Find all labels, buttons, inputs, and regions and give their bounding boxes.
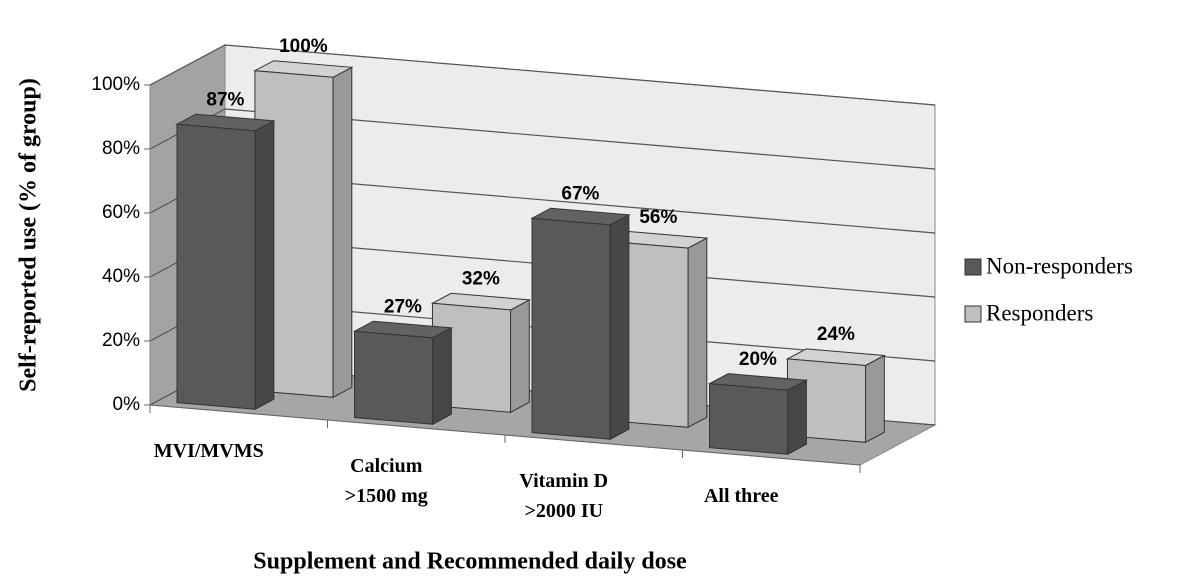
legend-swatch — [964, 305, 982, 323]
labels: 0% 20% 40% 60% 80% 100% MVI/MVMS Calcium >1500 m… — [91, 36, 1133, 522]
bar-side — [332, 66, 353, 399]
grid-line — [149, 108, 936, 170]
value-label: 56% — [639, 207, 677, 228]
bar-side — [609, 214, 630, 441]
bar — [707, 373, 809, 456]
bar-side — [787, 379, 807, 456]
bars — [175, 60, 887, 456]
y-tick-label: 80% — [102, 138, 140, 159]
legend-swatch — [964, 258, 982, 276]
value-label: 24% — [817, 324, 855, 345]
value-label: 27% — [384, 297, 422, 318]
bar-front — [531, 217, 611, 440]
value-label: 32% — [462, 269, 500, 290]
y-tick-label: 40% — [102, 266, 140, 287]
y-tick-label: 20% — [102, 330, 140, 351]
x-tick-label: >1500 mg — [345, 485, 428, 507]
bar — [352, 320, 454, 426]
bar-side — [510, 299, 530, 414]
x-tick-label: >2000 IU — [524, 500, 603, 522]
bar — [785, 348, 887, 444]
x-tick-label: Calcium — [350, 455, 423, 477]
value-label: 67% — [561, 184, 599, 205]
bar-side — [687, 237, 708, 429]
x-tick-label: MVI/MVMS — [154, 440, 264, 462]
legend-label: Non-responders — [986, 253, 1133, 278]
value-label: 100% — [279, 36, 328, 57]
y-axis-label: Self-reported use (% of group) — [16, 78, 42, 392]
bar-side — [865, 354, 885, 444]
y-tick-label: 60% — [102, 202, 140, 223]
bar-front — [176, 123, 256, 410]
y-tick-label: 100% — [91, 74, 140, 95]
x-tick-label: Vitamin D — [519, 470, 608, 492]
bar-front — [709, 383, 789, 455]
bar-side — [254, 120, 275, 411]
x-tick-label: All three — [704, 485, 779, 507]
bar — [608, 230, 709, 429]
bar — [430, 292, 532, 414]
grid-line — [149, 44, 936, 106]
bar-side — [432, 327, 452, 426]
value-label: 87% — [206, 90, 244, 111]
bar — [253, 60, 354, 399]
y-tick-label: 0% — [113, 394, 141, 415]
bar — [175, 113, 276, 411]
legend-label: Responders — [986, 300, 1093, 325]
bar-front — [354, 330, 434, 425]
x-axis-label: Supplement and Recommended daily dose — [253, 549, 687, 575]
value-label: 20% — [739, 349, 777, 370]
bar — [530, 207, 631, 441]
